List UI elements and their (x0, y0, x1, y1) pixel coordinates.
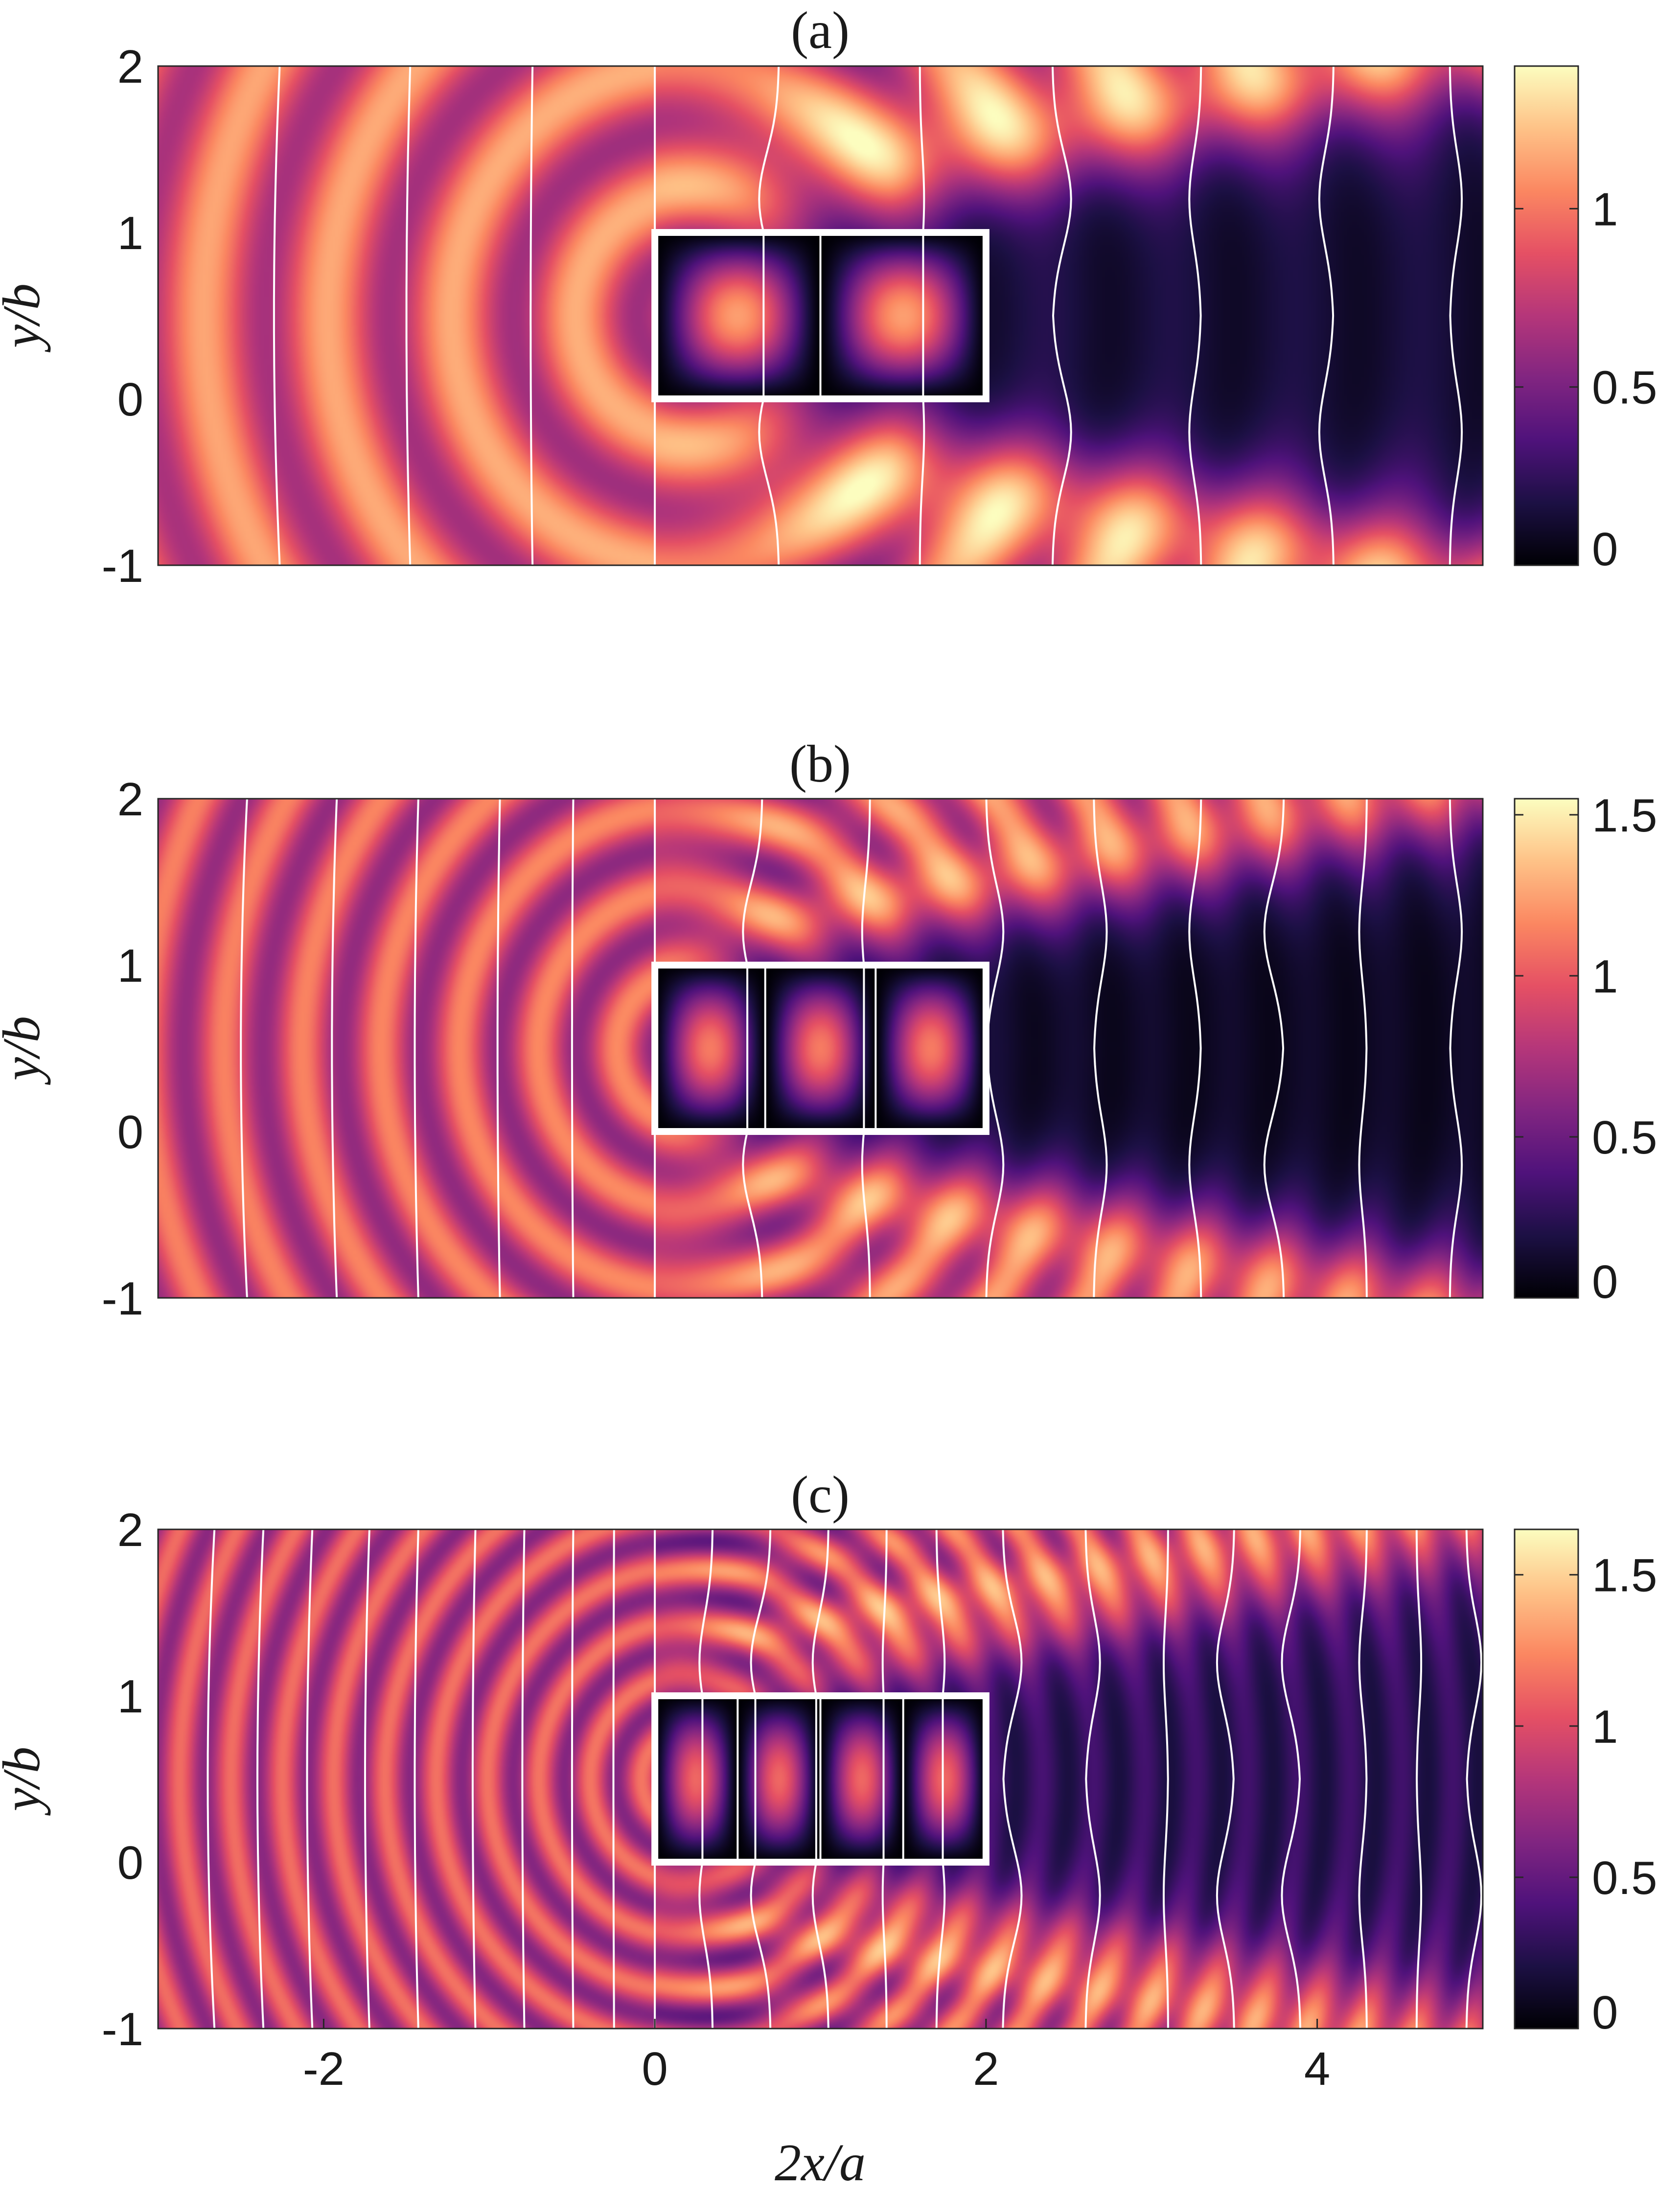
contour-line (1449, 798, 1463, 1298)
panel-c-body (651, 1692, 990, 1866)
panel-c-colorbar-tick-label: 1.5 (1592, 1549, 1657, 1602)
panel-b-ylabel: y/b (0, 1016, 51, 1085)
contour-line (521, 1529, 526, 2029)
contour-line (1162, 1529, 1169, 2029)
contour-line (471, 1529, 477, 2029)
contour-line (529, 66, 534, 566)
panel-b-contours (240, 798, 1463, 1298)
panel-b-colorbar-tick-label: 0.5 (1592, 1111, 1657, 1164)
panel-c-colorbar-ticks (1515, 1574, 1578, 2030)
panel-c-colorbar-tick-label: 0.5 (1592, 1852, 1657, 1904)
panel-b-colorbar-ticks (1515, 814, 1578, 1299)
contour-line (881, 1529, 888, 2029)
contour-line (331, 798, 338, 1298)
panel-b-ytick: -1 (102, 1272, 143, 1325)
panel-b-axes-frame (157, 798, 1484, 1299)
panel-c-axes-frame (157, 1528, 1484, 2030)
contour-line (1358, 1529, 1368, 2029)
panel-b: (b) 2 1 0 -1 y/b 0 0.5 1 1.5 (0, 735, 1657, 1325)
panel-c-contours (207, 1529, 1483, 2029)
panel-b-title: (b) (789, 735, 851, 793)
panel-a-colorbar-tick-label: 0 (1592, 523, 1618, 576)
contour-line (1002, 1529, 1023, 2029)
panel-b-ytick: 1 (117, 940, 143, 992)
panel-a-title: (a) (791, 1, 850, 60)
panel-a-ytick: 0 (117, 373, 143, 426)
contour-line (1281, 1529, 1302, 2029)
panel-a-axes-frame (157, 65, 1484, 566)
contour-line (919, 66, 925, 566)
contour-line (1084, 1529, 1101, 2029)
x-tick-label: 0 (642, 2043, 667, 2095)
panel-a-ytick: 1 (117, 207, 143, 259)
panel-c-ylabel: y/b (0, 1747, 51, 1816)
panel-b-body (651, 962, 990, 1135)
contour-line (306, 1529, 314, 2029)
panel-a-colorbar (1514, 65, 1579, 566)
contour-line (364, 1529, 370, 2029)
contour-line (1263, 798, 1285, 1298)
contour-line (496, 798, 501, 1298)
x-tick-label: 4 (1304, 2043, 1330, 2095)
panel-b-colorbar-tick-label: 1 (1592, 950, 1618, 1003)
panel-a-ylabel: y/b (0, 283, 51, 353)
contour-line (1051, 66, 1072, 566)
contour-line (811, 1529, 829, 2029)
contour-line (207, 1529, 216, 2029)
contour-line (571, 1529, 575, 2029)
panel-b-colorbar-tick-label: 0 (1592, 1256, 1618, 1308)
contour-line (414, 1529, 419, 2029)
panel-b-ytick: 0 (117, 1106, 143, 1158)
panel-b-colorbar (1514, 798, 1579, 1299)
panel-a-body (651, 229, 990, 402)
panel-a: (a) 2 1 0 -1 y/b 0 0.5 1 (0, 1, 1657, 592)
panel-c-colorbar-tick-label: 1 (1592, 1701, 1618, 1753)
panel-c-ytick: 0 (117, 1837, 143, 1889)
contour-line (861, 798, 871, 1298)
panel-a-contours (273, 66, 1463, 566)
contour-line (273, 66, 281, 566)
panel-c-colorbar-tick-label: 0 (1592, 1986, 1618, 2039)
panel-c-ytick: 1 (117, 1670, 143, 1723)
panel-a-colorbar-tick-label: 0.5 (1592, 362, 1657, 414)
panel-c: (c) 2 1 0 -1 y/b 0 0.5 1 1.5 (0, 1466, 1657, 2055)
panel-a-ytick: 2 (117, 41, 143, 93)
contour-line (1318, 66, 1335, 566)
contour-line (1093, 798, 1108, 1298)
contour-line (742, 798, 763, 1298)
contour-line (750, 1529, 772, 2029)
panel-c-colorbar (1514, 1528, 1579, 2030)
contour-line (1465, 1529, 1483, 2029)
contour-line (698, 1529, 714, 2029)
panel-a-ytick: -1 (102, 540, 143, 592)
panel-b-colorbar-tick-label: 1.5 (1592, 789, 1657, 842)
contour-line (256, 1529, 265, 2029)
contour-line (1449, 66, 1463, 566)
x-tick-label: -2 (303, 2043, 345, 2095)
contour-line (758, 66, 780, 566)
contour-line (240, 798, 248, 1298)
contour-line (1216, 1529, 1235, 2029)
panel-a-colorbar-ticks (1515, 208, 1578, 566)
contour-line (935, 1529, 946, 2029)
contour-line (414, 798, 419, 1298)
panel-c-title: (c) (791, 1466, 850, 1524)
panel-b-heatmap (158, 799, 1483, 1298)
panel-a-colorbar-tick-label: 1 (1592, 183, 1618, 235)
x-tick-label: 2 (973, 2043, 999, 2095)
contour-line (1415, 1529, 1423, 2029)
contour-line (405, 66, 412, 566)
body-outline (651, 962, 990, 1135)
x-axis-label: 2x/a (775, 2134, 866, 2192)
x-tick-marks (322, 2019, 1318, 2029)
contour-line (1188, 66, 1202, 566)
contour-line (1188, 798, 1202, 1298)
contour-line (1358, 798, 1368, 1298)
panel-c-ytick: 2 (117, 1504, 143, 1556)
panel-c-ytick: -1 (102, 2003, 143, 2055)
panel-b-ytick: 2 (117, 773, 143, 826)
contour-line (571, 798, 575, 1298)
